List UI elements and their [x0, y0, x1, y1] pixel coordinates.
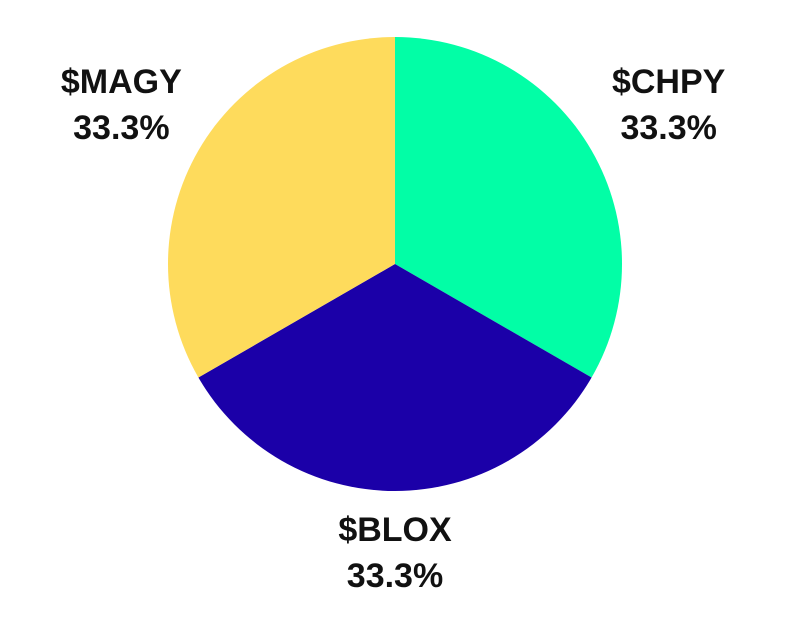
- pie-slice: [168, 37, 395, 378]
- slice-value-label: 33.3%: [347, 557, 443, 595]
- slice-value-label: 33.3%: [620, 109, 716, 147]
- slice-label: $BLOX: [338, 511, 452, 549]
- slice-value-label: 33.3%: [73, 109, 169, 147]
- slice-label: $MAGY: [61, 63, 182, 101]
- slice-label: $CHPY: [612, 63, 726, 101]
- pie-slice: [395, 37, 622, 378]
